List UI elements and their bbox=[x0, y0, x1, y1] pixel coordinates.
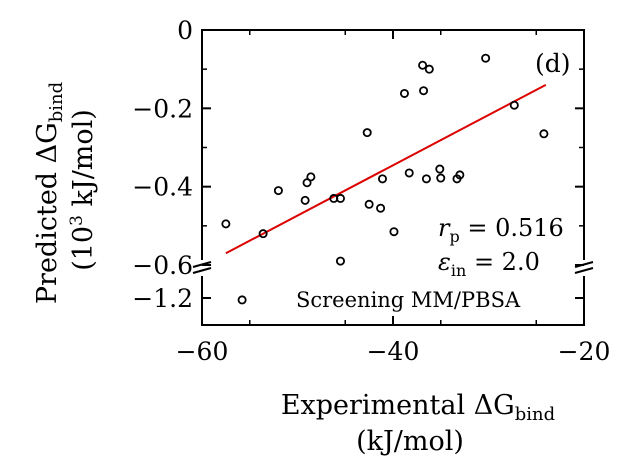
data-point bbox=[335, 193, 345, 203]
x-tick-label: −20 bbox=[558, 337, 611, 366]
data-point bbox=[435, 164, 445, 174]
x-tick-label: −60 bbox=[176, 337, 229, 366]
data-point bbox=[539, 129, 549, 139]
r-subscript: p bbox=[449, 227, 459, 246]
fit-line-group bbox=[225, 83, 547, 255]
data-point bbox=[364, 199, 374, 209]
epsilon-value: = 2.0 bbox=[466, 248, 540, 276]
epsilon-symbol: ε bbox=[438, 248, 451, 276]
epsilon-annotation: εin = 2.0 bbox=[438, 248, 540, 280]
data-point bbox=[221, 219, 231, 229]
data-point bbox=[455, 170, 465, 180]
data-point bbox=[424, 64, 434, 74]
r-symbol: r bbox=[438, 214, 451, 242]
data-point bbox=[389, 227, 399, 237]
data-point bbox=[436, 173, 446, 183]
r-value: = 0.516 bbox=[460, 214, 564, 242]
data-points bbox=[221, 53, 549, 305]
data-point bbox=[481, 53, 491, 63]
data-point bbox=[237, 295, 247, 305]
data-point bbox=[362, 128, 372, 138]
axis-break-mark-left bbox=[192, 267, 212, 274]
data-point bbox=[421, 174, 431, 184]
x-axis-label-units: (kJ/mol) bbox=[356, 426, 464, 457]
epsilon-subscript: in bbox=[451, 261, 466, 280]
axis-break-mark-right bbox=[574, 267, 594, 274]
axis-ticks: −60 −40 −20 0 −0.2 −0.4 −0.6 −1.2 bbox=[132, 16, 610, 366]
data-point bbox=[509, 100, 519, 110]
data-point bbox=[399, 88, 409, 98]
y-tick-label: −0.2 bbox=[132, 94, 193, 123]
y-tick-label: 0 bbox=[177, 16, 193, 45]
data-point bbox=[300, 195, 310, 205]
y-tick-label: −0.6 bbox=[132, 251, 193, 280]
data-point bbox=[258, 229, 268, 239]
fit-line bbox=[225, 83, 547, 255]
data-point bbox=[377, 174, 387, 184]
y-axis-label-units: (103 kJ/mol) bbox=[67, 109, 99, 271]
y-tick-label: −1.2 bbox=[132, 284, 193, 313]
method-annotation: Screening MM/PBSA bbox=[296, 288, 521, 312]
data-point bbox=[335, 256, 345, 266]
x-tick-label: −40 bbox=[367, 337, 420, 366]
x-axis-label: Experimental ΔGbind bbox=[281, 390, 555, 425]
y-tick-label: −0.4 bbox=[132, 173, 193, 202]
data-point bbox=[418, 60, 428, 70]
data-point bbox=[376, 203, 386, 213]
plot-border bbox=[201, 29, 585, 326]
panel-label: (d) bbox=[535, 49, 571, 78]
data-point bbox=[419, 86, 429, 96]
data-point bbox=[306, 172, 316, 182]
data-point bbox=[404, 168, 414, 178]
data-point bbox=[273, 186, 283, 196]
correlation-annotation: rp = 0.516 bbox=[438, 214, 564, 246]
y-axis-label: Predicted ΔGbind bbox=[32, 82, 67, 304]
